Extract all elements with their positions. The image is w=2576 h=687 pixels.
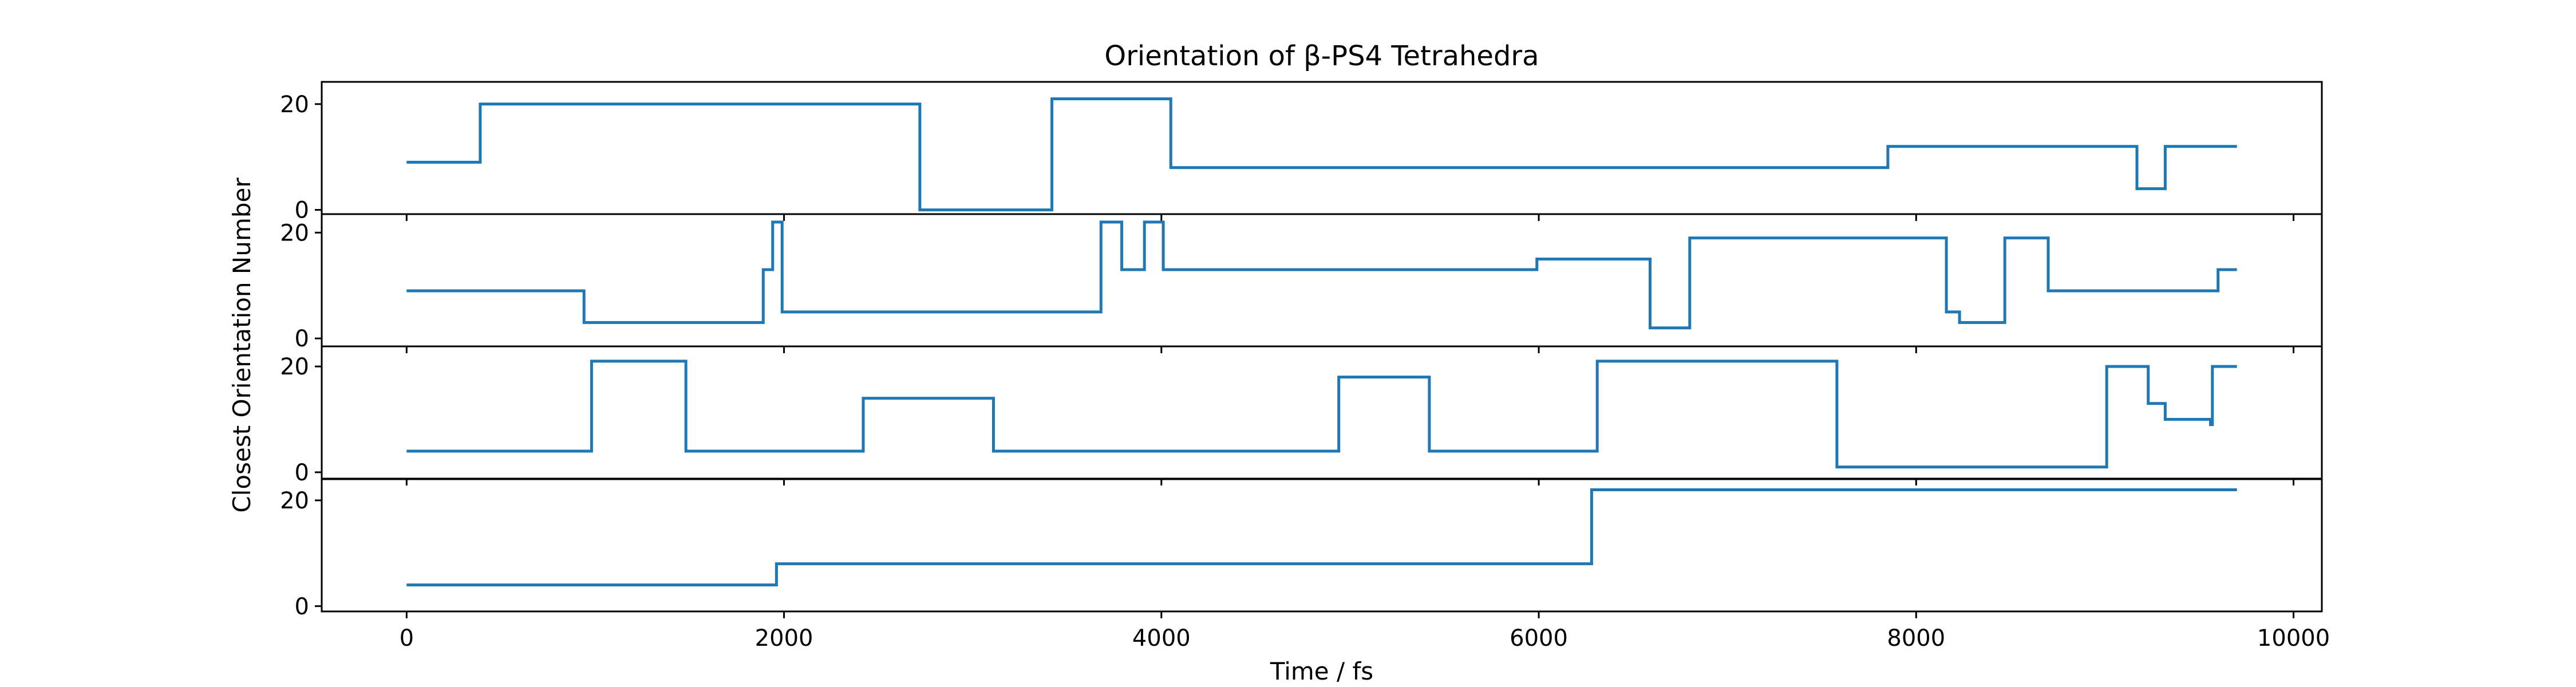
x-tick-label: 10000 [2257, 625, 2330, 652]
series-line-panel-1 [406, 97, 2237, 212]
x-tick-label: 6000 [1510, 625, 1568, 652]
panel-4: 0 20 [280, 478, 2323, 620]
x-tick-label: 0 [400, 625, 414, 652]
y-tick-label: 0 [295, 594, 309, 620]
x-axis-label: Time / fs [1270, 657, 1373, 685]
y-tick-label: 0 [295, 460, 309, 486]
y-tick-label: 0 [295, 198, 309, 224]
series-line-panel-2 [406, 220, 2237, 330]
y-tick-label: 20 [280, 488, 309, 514]
panel-2: 0 20 [280, 213, 2323, 353]
x-tick-label: 2000 [755, 625, 813, 652]
panel-frame [321, 478, 2323, 613]
series-line-panel-3 [406, 360, 2237, 469]
chart-title: Orientation of β-PS4 Tetrahedra [1104, 40, 1539, 72]
y-axis-label: Closest Orientation Number [228, 177, 256, 513]
y-tick-label: 0 [295, 326, 309, 352]
series-line-panel-4 [406, 488, 2237, 587]
y-tick-label: 20 [280, 354, 309, 380]
x-tick-label: 8000 [1887, 625, 1945, 652]
y-tick-label: 20 [280, 220, 309, 246]
x-tick-label: 4000 [1132, 625, 1191, 652]
y-tick-label: 20 [280, 92, 309, 118]
